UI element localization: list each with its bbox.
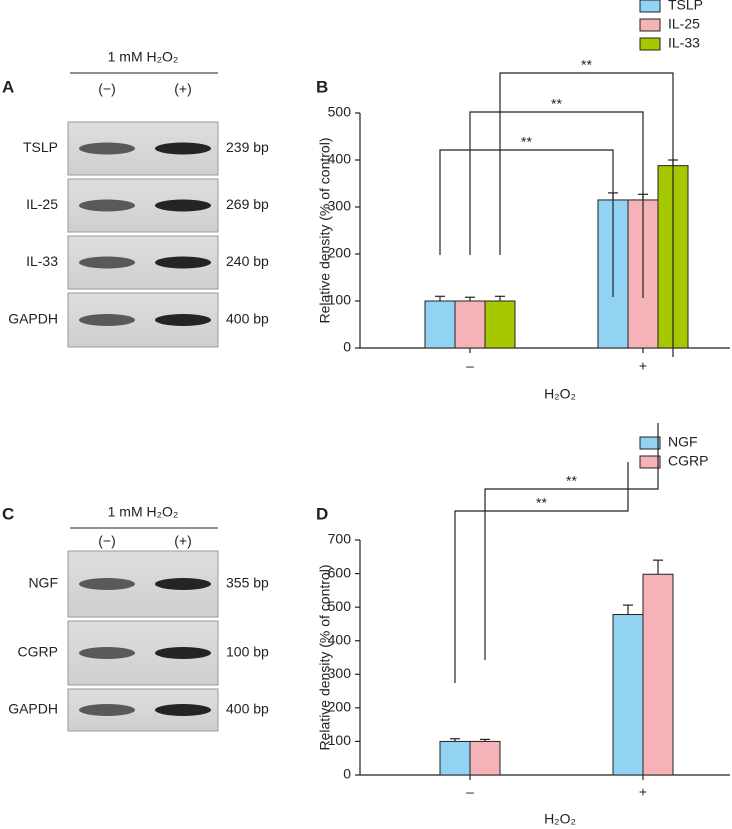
gel-band: [155, 199, 211, 212]
x-tick-label: +: [639, 358, 647, 374]
gel-band: [79, 314, 135, 326]
lane-label: (+): [174, 533, 192, 549]
y-tick-label: 700: [328, 531, 352, 547]
panel-label: B: [316, 77, 328, 96]
gel-band: [79, 578, 135, 590]
significance-label: **: [521, 134, 532, 150]
x-axis-label: H₂O₂: [544, 811, 576, 827]
significance-label: **: [581, 57, 592, 73]
legend-swatch: [639, 18, 661, 32]
band-size: 240 bp: [226, 253, 269, 269]
error-bar: [495, 295, 505, 301]
gene-label: CGRP: [18, 644, 58, 660]
x-tick-label: –: [466, 358, 474, 374]
error-bar: [623, 604, 633, 615]
band-size: 269 bp: [226, 196, 269, 212]
gel-header: 1 mM H₂O₂: [108, 504, 179, 520]
bar: [439, 740, 471, 776]
significance-bracket: [484, 423, 659, 660]
legend-label: NGF: [668, 434, 698, 450]
error-bar: [450, 738, 460, 742]
y-tick-label: 200: [328, 699, 352, 715]
band-size: 400 bp: [226, 311, 269, 327]
panel-label: A: [2, 77, 14, 96]
significance-bracket: [454, 462, 629, 683]
gene-label: GAPDH: [8, 701, 58, 717]
gel-band: [79, 647, 135, 659]
gel-header: 1 mM H₂O₂: [108, 49, 179, 65]
y-tick-label: 100: [328, 732, 352, 748]
bar: [642, 573, 674, 776]
legend-swatch: [639, 455, 661, 469]
gel-band: [155, 142, 211, 155]
error-bar: [465, 296, 475, 301]
gel-band: [155, 256, 211, 269]
gel-band: [79, 256, 135, 269]
legend-label: IL-25: [668, 16, 700, 32]
lane-label: (+): [174, 81, 192, 97]
bar: [469, 740, 501, 776]
y-tick-label: 300: [328, 665, 352, 681]
y-tick-label: 100: [328, 292, 352, 308]
y-tick-label: 400: [328, 151, 352, 167]
bar: [484, 300, 516, 349]
gene-label: TSLP: [23, 139, 58, 155]
gene-label: IL-25: [26, 196, 58, 212]
significance-bracket: [469, 111, 644, 298]
legend-swatch: [639, 0, 661, 13]
y-tick-label: 0: [343, 766, 351, 782]
gel-band: [79, 142, 135, 155]
gel-band: [155, 647, 211, 659]
gel-band: [155, 704, 211, 716]
lane-label: (−): [98, 81, 116, 97]
y-tick-label: 0: [343, 339, 351, 355]
significance-bracket: [499, 72, 674, 357]
bar: [424, 300, 456, 349]
significance-bracket: [439, 149, 614, 297]
panel-label: C: [2, 504, 14, 523]
panel-label: D: [316, 504, 328, 523]
gene-label: NGF: [28, 575, 58, 591]
gel-band: [155, 578, 211, 590]
error-bar: [480, 738, 490, 742]
y-tick-label: 500: [328, 598, 352, 614]
band-size: 400 bp: [226, 701, 269, 717]
y-axis-label: Relative density (% of control): [317, 565, 333, 751]
x-tick-label: +: [639, 784, 647, 800]
y-tick-label: 200: [328, 245, 352, 261]
significance-label: **: [536, 495, 547, 511]
gene-label: GAPDH: [8, 311, 58, 327]
lane-label: (−): [98, 533, 116, 549]
legend-label: CGRP: [668, 453, 708, 469]
gel-band: [79, 704, 135, 716]
bar: [612, 614, 644, 776]
y-tick-label: 500: [328, 104, 352, 120]
legend-label: IL-33: [668, 35, 700, 51]
error-bar: [435, 295, 445, 301]
y-tick-label: 300: [328, 198, 352, 214]
x-axis-label: H₂O₂: [544, 386, 576, 402]
y-axis-label: Relative density (% of control): [317, 138, 333, 324]
y-tick-label: 400: [328, 631, 352, 647]
bar: [454, 300, 486, 349]
significance-label: **: [566, 473, 577, 489]
band-size: 239 bp: [226, 139, 269, 155]
error-bar: [653, 559, 663, 575]
gene-label: IL-33: [26, 253, 58, 269]
legend-label: TSLP: [668, 0, 703, 13]
legend-swatch: [639, 436, 661, 450]
y-tick-label: 600: [328, 564, 352, 580]
significance-label: **: [551, 96, 562, 112]
gel-band: [155, 314, 211, 326]
band-size: 100 bp: [226, 644, 269, 660]
legend-swatch: [639, 37, 661, 51]
x-tick-label: –: [466, 784, 474, 800]
gel-band: [79, 199, 135, 212]
band-size: 355 bp: [226, 575, 269, 591]
